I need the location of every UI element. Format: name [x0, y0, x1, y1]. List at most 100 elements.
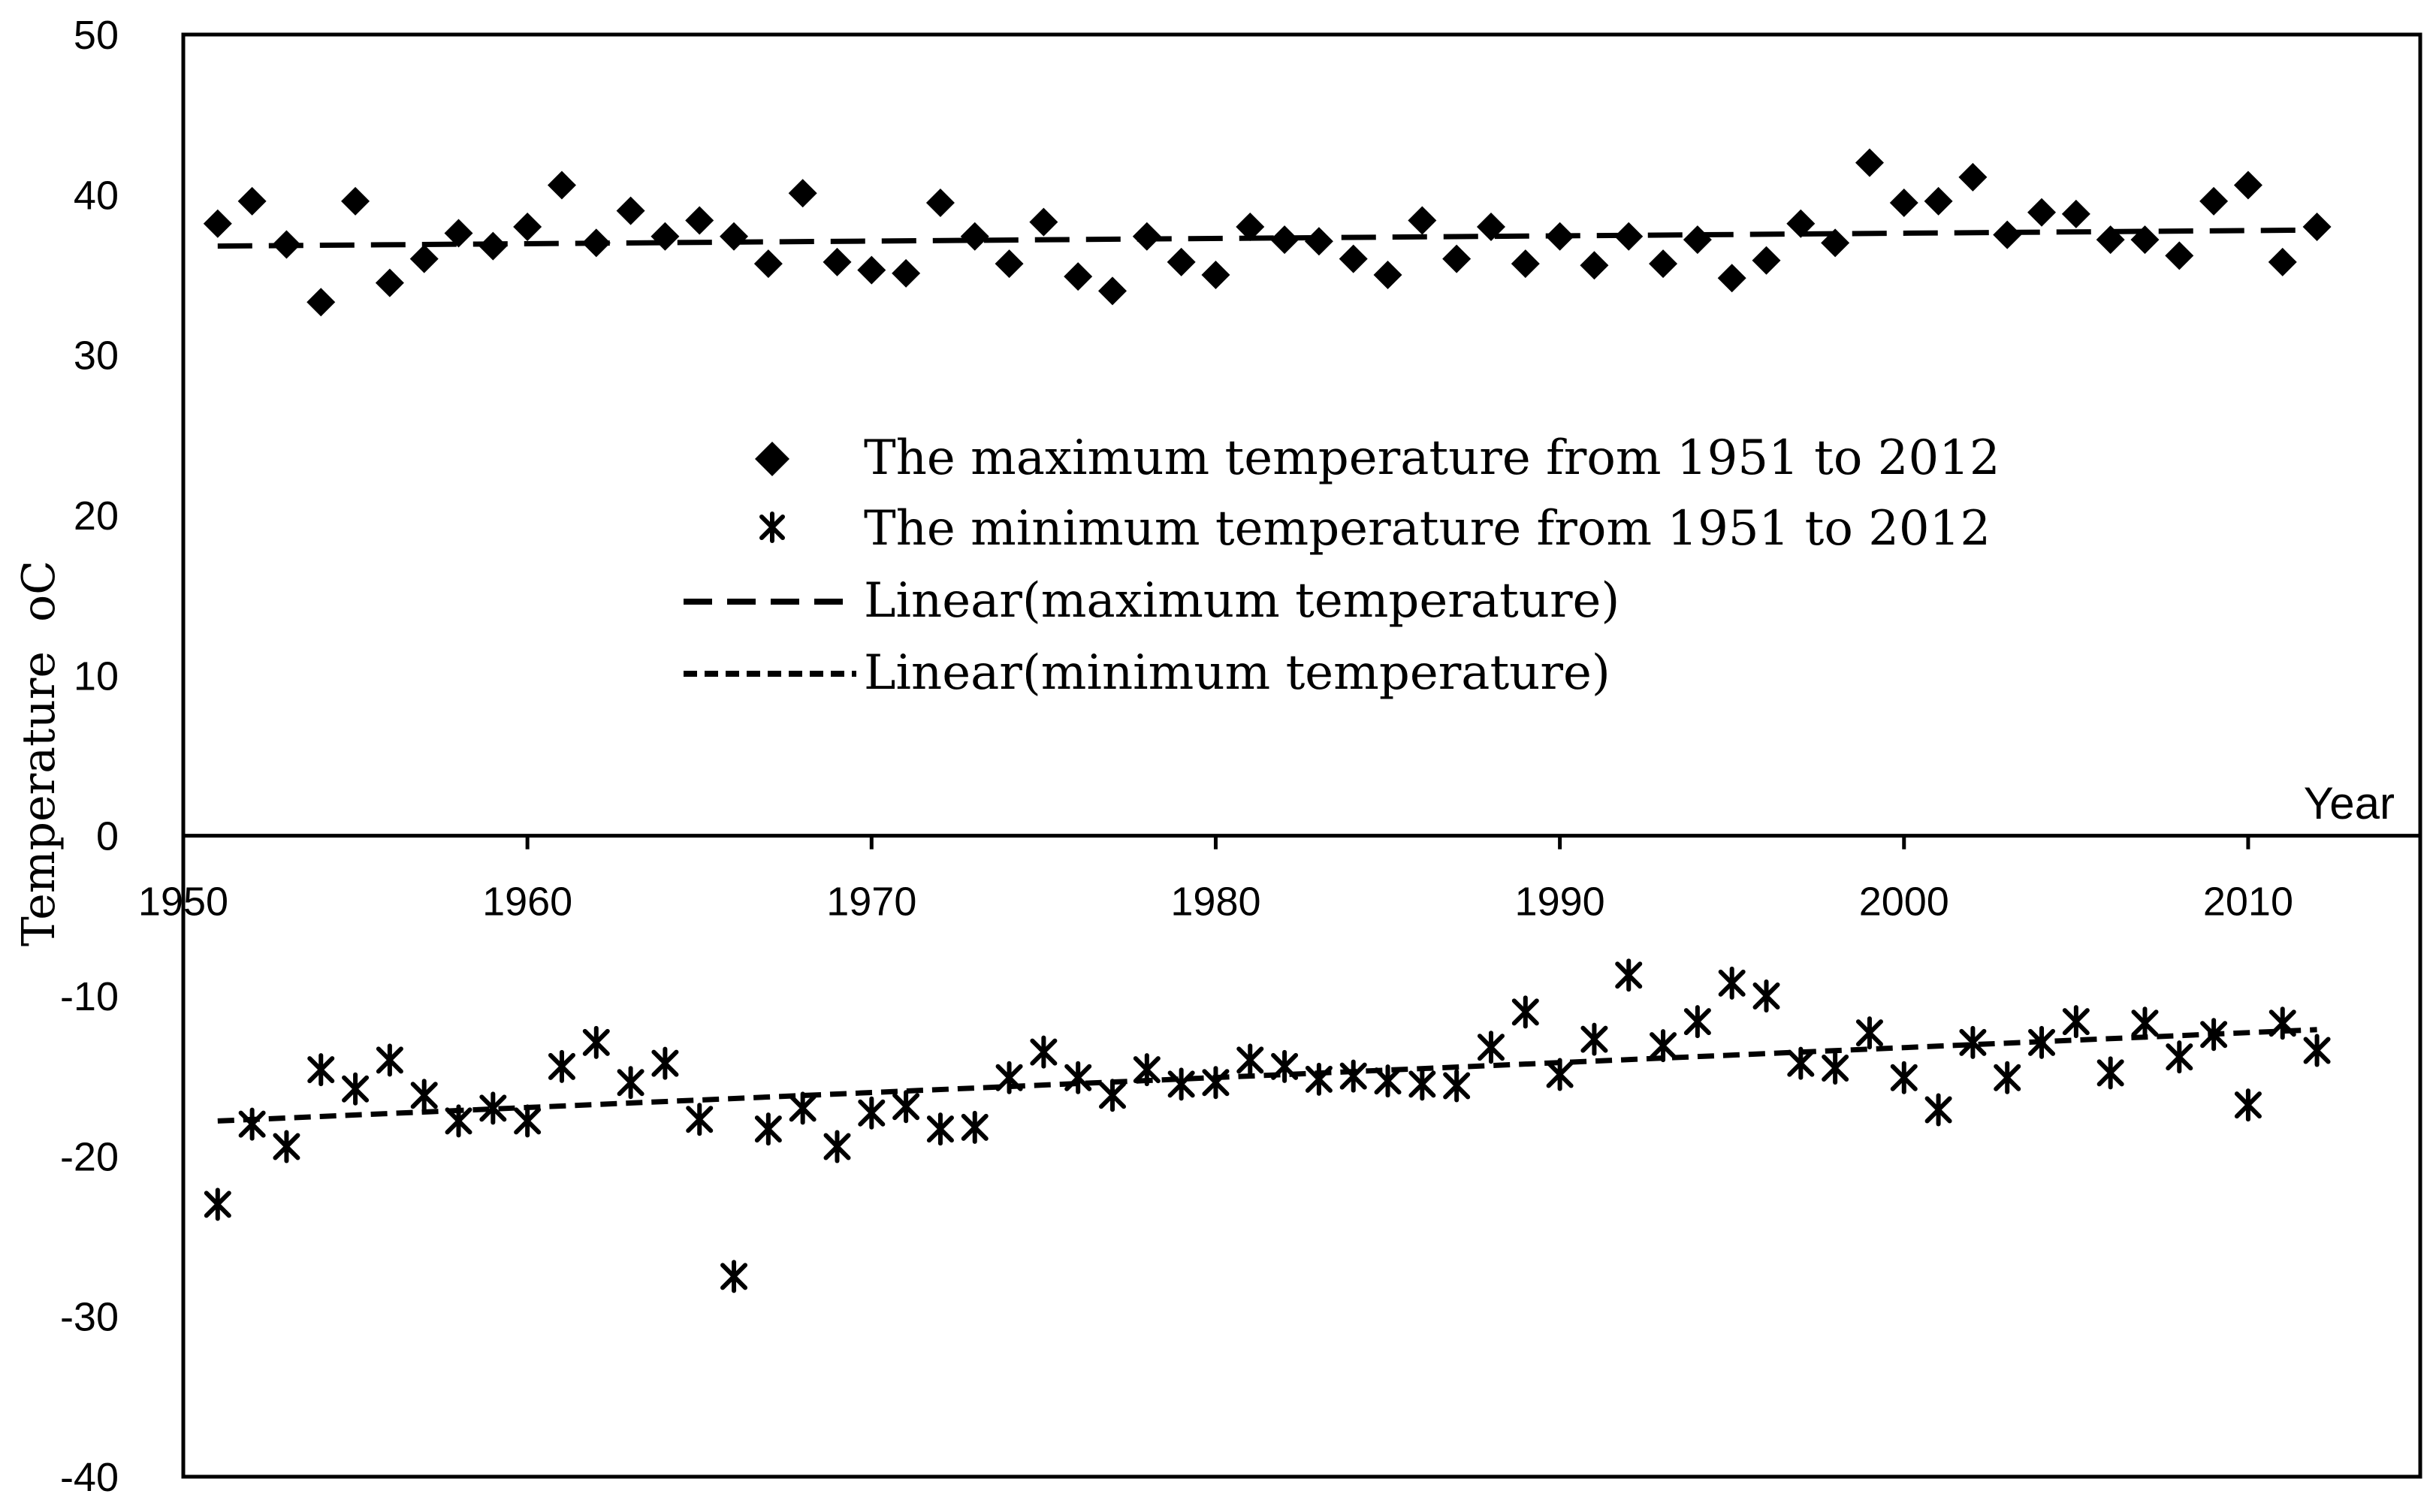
max-temperature-point [1717, 264, 1746, 293]
max-temperature-point [1786, 209, 1816, 238]
legend-label-min: The minimum temperature from 1951 to 201… [864, 501, 1991, 557]
max-temperature-point [1993, 220, 2022, 249]
max-temperature-point [2061, 199, 2090, 228]
y-axis-title-label: Temperature oC [13, 560, 65, 946]
y-axis-title-unit: oC [13, 560, 65, 622]
min-temperature-point [307, 1053, 335, 1087]
x-tick-label: 2010 [2203, 880, 2293, 925]
x-tick-label: 1960 [482, 880, 572, 925]
max-temperature-point [444, 219, 473, 248]
max-temperature-point [2199, 186, 2229, 216]
y-tick-label: -20 [60, 1134, 119, 1179]
max-temperature-point [1855, 148, 1884, 177]
y-tick-label: -10 [60, 974, 119, 1019]
max-temperature-points [203, 148, 2332, 317]
min-temperature-point [1855, 1016, 1883, 1050]
max-temperature-point [409, 244, 439, 273]
min-temperature-point [617, 1066, 644, 1100]
legend-diamond-marker [755, 442, 789, 476]
x-axis-ticks: 1950 1960 1970 1980 1990 2000 2010 [138, 835, 2293, 925]
max-temperature-point [651, 222, 680, 251]
min-temperature-point [1374, 1064, 1402, 1098]
max-temperature-point [2302, 213, 2332, 241]
legend: The maximum temperature from 1951 to 201… [684, 430, 2000, 701]
x-tick-label: 1990 [1515, 880, 1605, 925]
min-temperature-point [1546, 1058, 1574, 1091]
max-temperature-point [685, 206, 714, 235]
min-temperature-point [1994, 1061, 2021, 1094]
min-temperature-point [789, 1091, 817, 1125]
min-temperature-point [2062, 1005, 2090, 1039]
min-temperature-point [1683, 1005, 1711, 1039]
min-temperature-point [823, 1130, 851, 1163]
max-temperature-point [616, 196, 645, 225]
min-temperature-point [2131, 1006, 2159, 1040]
x-tick-label: 1950 [138, 880, 228, 925]
min-temperature-point [479, 1091, 507, 1125]
min-temperature-point [1580, 1022, 1608, 1056]
max-temperature-point [788, 179, 817, 208]
min-temperature-point [892, 1090, 920, 1124]
min-temperature-point [1443, 1069, 1471, 1103]
min-temperature-point [1339, 1059, 1367, 1093]
max-temperature-point [1408, 206, 1437, 235]
x-tick-label: 1980 [1170, 880, 1260, 925]
max-temperature-point [306, 288, 336, 317]
max-temperature-point [857, 255, 886, 285]
y-tick-label: 20 [74, 493, 119, 539]
min-temperature-point [548, 1049, 575, 1083]
max-temperature-point [203, 209, 232, 238]
max-temperature-point [1889, 189, 1918, 217]
min-temperature-trendline [217, 1027, 2317, 1124]
max-temperature-point [1545, 222, 1574, 251]
min-temperature-point [1064, 1061, 1092, 1094]
min-temperature-point [651, 1046, 679, 1080]
min-temperature-point [1511, 995, 1539, 1029]
min-temperature-point [754, 1112, 782, 1146]
plot-area [181, 32, 2422, 1479]
min-temperature-point [1099, 1079, 1127, 1112]
y-axis-ticks: -40 -30 -20 -10 0 10 20 30 40 50 [60, 13, 119, 1500]
max-temperature-point [547, 171, 576, 200]
legend-label-min-trend: Linear(minimum temperature) [864, 645, 1610, 701]
min-temperature-point [1718, 966, 1746, 1000]
max-temperature-point [995, 249, 1024, 279]
max-temperature-point [1339, 244, 1368, 273]
min-temperature-point [1787, 1046, 1815, 1080]
min-temperature-point [720, 1260, 748, 1293]
min-temperature-point [1305, 1062, 1333, 1096]
min-temperature-point [1030, 1035, 1058, 1069]
max-temperature-point [1132, 222, 1161, 251]
max-temperature-point [1614, 222, 1644, 251]
min-temperature-points [204, 958, 2331, 1293]
y-tick-label: -30 [60, 1295, 119, 1340]
max-temperature-point [272, 230, 301, 259]
min-temperature-point [961, 1110, 989, 1144]
min-temperature-point [1236, 1043, 1264, 1077]
min-temperature-point [204, 1188, 231, 1221]
min-temperature-point [2028, 1025, 2056, 1059]
max-temperature-point [2268, 247, 2297, 276]
max-temperature-point [1373, 261, 1402, 289]
trend-lines [217, 227, 2317, 1124]
min-temperature-point [1822, 1052, 1849, 1085]
x-tick-label: 2000 [1859, 880, 1949, 925]
max-temperature-point [2130, 225, 2160, 255]
max-temperature-point [1304, 227, 1333, 256]
min-temperature-point [1959, 1025, 1987, 1059]
min-temperature-point [1752, 979, 1780, 1013]
legend-label-max: The maximum temperature from 1951 to 201… [864, 430, 2000, 486]
y-axis-title-text: Temperature [13, 651, 65, 946]
max-temperature-point [1029, 207, 1058, 237]
min-temperature-point [1890, 1061, 1918, 1094]
min-temperature-point [995, 1061, 1023, 1094]
max-temperature-point [1201, 261, 1230, 289]
x-axis-title: Year [2304, 778, 2395, 828]
max-temperature-point [1236, 213, 1265, 241]
max-temperature-point [753, 249, 783, 279]
y-tick-label: 30 [74, 333, 119, 379]
max-temperature-point [1752, 246, 1781, 275]
max-temperature-point [720, 222, 749, 251]
max-temperature-point [1476, 213, 1505, 241]
max-temperature-point [2233, 171, 2262, 200]
